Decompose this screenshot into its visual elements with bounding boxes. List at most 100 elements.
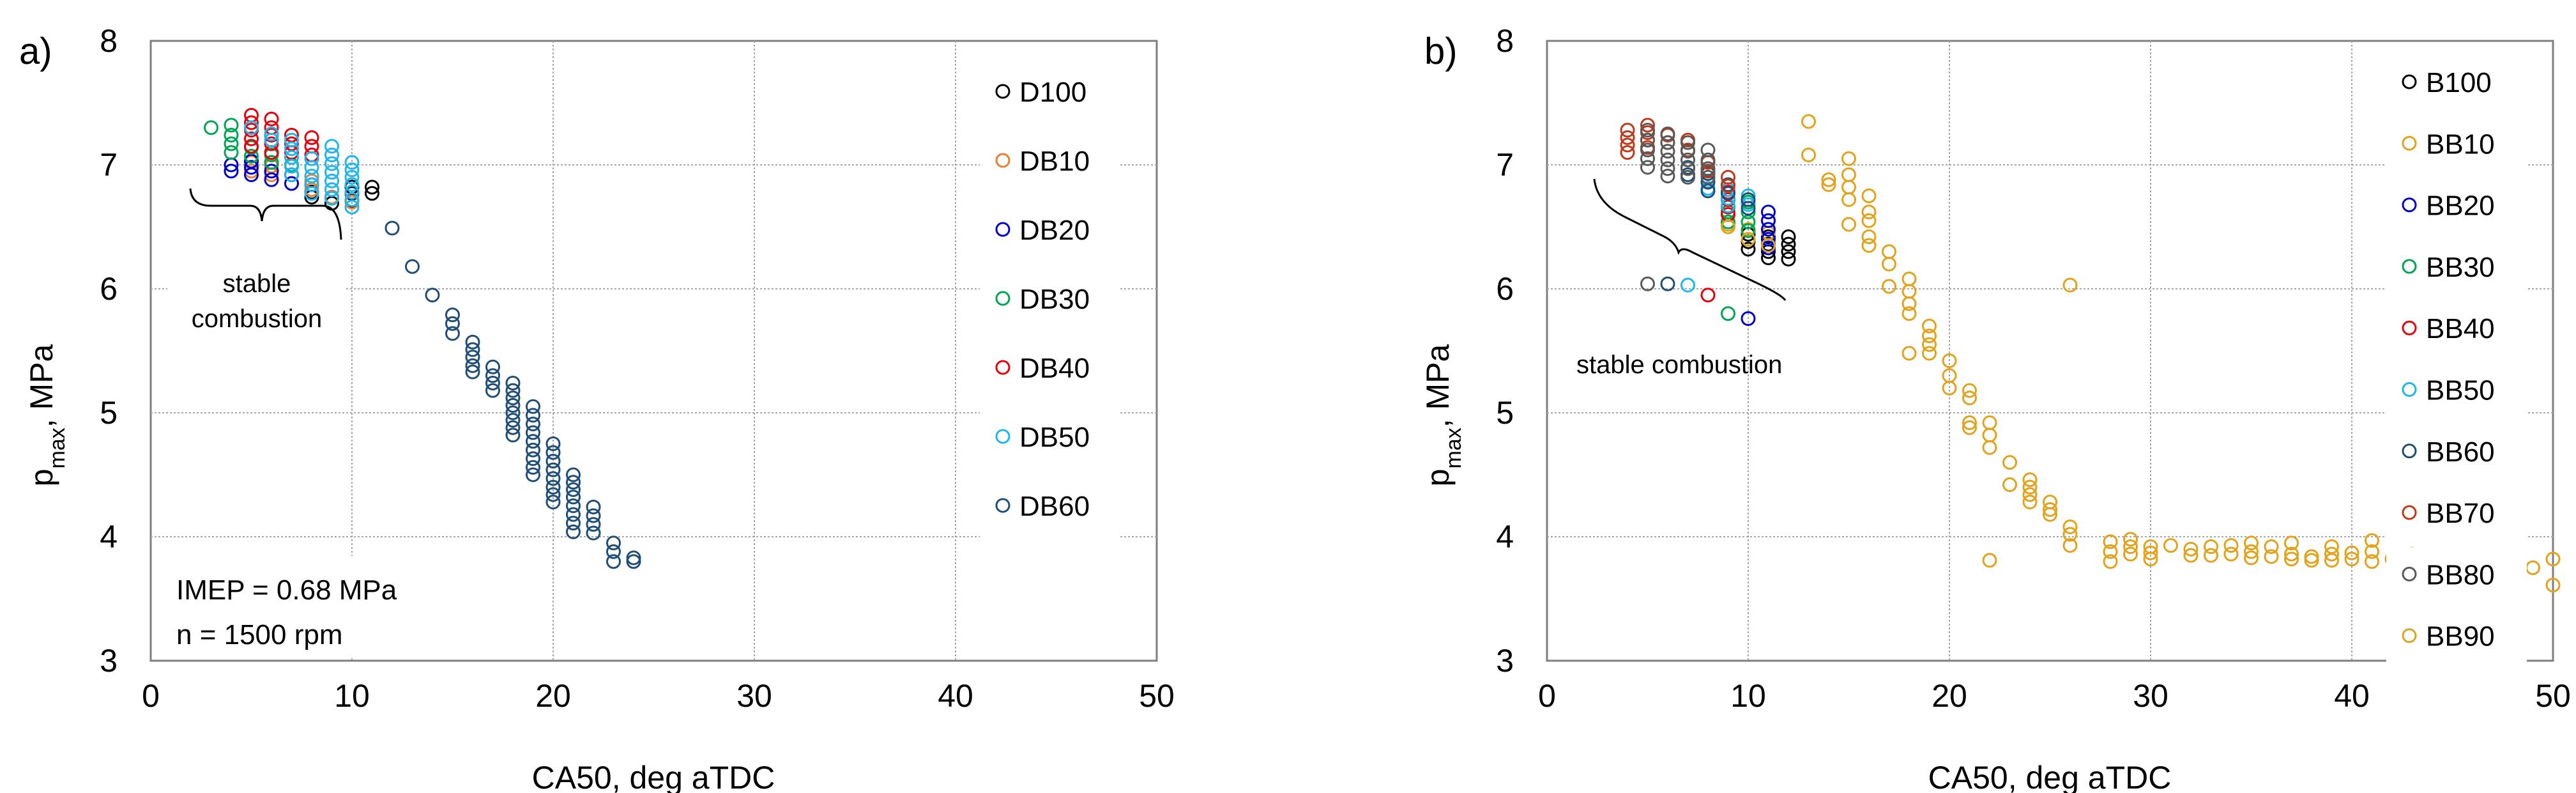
data-point-DB60 — [505, 375, 521, 390]
panel-b-y-tick-label: 3 — [1496, 643, 1514, 679]
panel-a-y-tick-label: 6 — [100, 271, 118, 307]
legend-bg — [2386, 301, 2527, 358]
data-point-BB50 — [1680, 277, 1695, 293]
series-DB60 — [385, 220, 641, 569]
data-point-DB60 — [526, 451, 540, 466]
data-point-BB50 — [1741, 197, 1756, 212]
data-point-DB60 — [545, 487, 561, 502]
panel-a-info-imep: IMEP = 0.68 MPa — [176, 574, 397, 606]
panel-b-y-axis-rest: , MPa — [1420, 344, 1456, 427]
data-point-BB10 — [2183, 548, 2199, 563]
legend-label-DB20: DB20 — [1019, 215, 1090, 246]
data-point-BB10 — [2244, 550, 2259, 566]
legend-bg — [2386, 116, 2527, 173]
data-point-DB60 — [586, 517, 601, 532]
panel-a-x-tick-label: 20 — [535, 678, 571, 714]
data-point-DB50 — [284, 132, 299, 148]
panel-a-grid — [151, 41, 1157, 661]
panel-a-y-axis-sub: max — [45, 427, 70, 468]
legend-marker-B100 — [2402, 74, 2417, 89]
data-point-B100 — [1781, 236, 1796, 252]
legend-bg — [2386, 239, 2527, 296]
data-point-BB70 — [1620, 137, 1635, 153]
data-point-BB10 — [2284, 535, 2299, 551]
legend-bg — [2386, 55, 2527, 112]
data-point-DB60 — [505, 397, 521, 413]
panel-a-legend: D100 DB10 DB20 DB30 DB40 DB50 DB60 — [980, 65, 1120, 543]
legend-label-BB60: BB60 — [2426, 436, 2495, 468]
data-point-DB50 — [344, 177, 360, 192]
data-point-DB60 — [586, 508, 601, 523]
data-point-BB10 — [1861, 229, 1877, 245]
data-point-DB10 — [244, 164, 259, 179]
data-point-BB10 — [2123, 532, 2138, 547]
data-point-BB10 — [2284, 551, 2299, 567]
data-point-BB80 — [1660, 135, 1675, 150]
panel-b-x-tick-label: 10 — [1730, 678, 1766, 714]
legend-bg — [980, 65, 1120, 128]
data-point-BB30 — [1741, 223, 1756, 238]
data-point-BB30 — [1721, 306, 1735, 321]
data-point-BB10 — [2123, 546, 2138, 562]
data-point-BB10 — [2204, 548, 2218, 563]
data-point-BB10 — [1801, 147, 1816, 162]
data-point-DB60 — [505, 413, 521, 428]
data-point-BB10 — [2043, 507, 2057, 522]
panel-a-x-axis-label: CA50, deg aTDC — [532, 760, 775, 793]
data-point-BB90 — [1721, 219, 1735, 235]
data-point-DB60 — [526, 467, 540, 482]
data-point-B100 — [1781, 251, 1796, 266]
data-point-BB10 — [1882, 256, 1896, 272]
legend-label-DB60: DB60 — [1019, 491, 1090, 522]
legend-label-BB10: BB10 — [2426, 128, 2495, 160]
data-point-DB50 — [284, 141, 299, 157]
data-point-DB60 — [606, 535, 621, 551]
data-point-BB10 — [2365, 544, 2379, 559]
legend-label-BB80: BB80 — [2426, 559, 2495, 590]
panel-a-info-bg — [167, 556, 468, 658]
data-point-BB70 — [1721, 178, 1735, 194]
data-point-DB60 — [526, 425, 540, 440]
legend-bg — [980, 410, 1120, 473]
data-point-BB10 — [2324, 553, 2339, 568]
data-point-DB50 — [304, 186, 319, 201]
data-point-DB60 — [545, 436, 561, 451]
data-point-BB10 — [2365, 533, 2379, 548]
panel-b-y-tick-label: 7 — [1496, 147, 1514, 183]
legend-marker-BB10 — [2402, 135, 2417, 151]
data-point-DB50 — [264, 127, 279, 141]
series-DB40 — [244, 107, 319, 162]
panel-b-x-tick-label: 40 — [2334, 678, 2370, 714]
data-point-BB10 — [2284, 546, 2299, 562]
data-point-DB20 — [264, 164, 279, 179]
panel-a-annotation-line2: combustion — [192, 305, 323, 333]
data-point-BB10 — [2062, 277, 2078, 293]
data-point-DB60 — [465, 364, 480, 380]
data-point-DB50 — [264, 132, 279, 148]
panel-b-annotation: stable combustion — [1576, 351, 1782, 379]
data-point-BB80 — [1700, 169, 1716, 185]
data-point-BB10 — [2324, 546, 2339, 562]
legend-label-DB10: DB10 — [1019, 146, 1090, 177]
data-point-BB70 — [1640, 118, 1655, 133]
legend-marker-BB50 — [2402, 382, 2417, 397]
panel-a-y-axis-label: pmax, MPa — [24, 344, 70, 486]
data-point-DB60 — [505, 383, 521, 398]
data-point-BB10 — [1962, 390, 1977, 406]
data-point-BB10 — [2062, 538, 2078, 553]
panel-a-stable-bracket — [189, 188, 342, 240]
data-point-D100 — [365, 186, 379, 201]
panel-b-y-tick-label: 5 — [1496, 395, 1514, 431]
legend-bg — [980, 479, 1120, 543]
data-point-BB10 — [1942, 353, 1957, 369]
series-BB80 — [1640, 123, 1716, 291]
data-point-BB10 — [2344, 551, 2359, 567]
data-point-DB30 — [264, 155, 279, 170]
legend-marker-DB10 — [995, 153, 1010, 168]
data-point-DB30 — [224, 127, 239, 142]
legend-marker-BB40 — [2402, 320, 2417, 335]
data-point-BB90 — [1761, 238, 1776, 253]
data-point-DB50 — [344, 155, 360, 170]
legend-label-B100: B100 — [2426, 67, 2492, 98]
data-point-DB50 — [324, 156, 339, 171]
